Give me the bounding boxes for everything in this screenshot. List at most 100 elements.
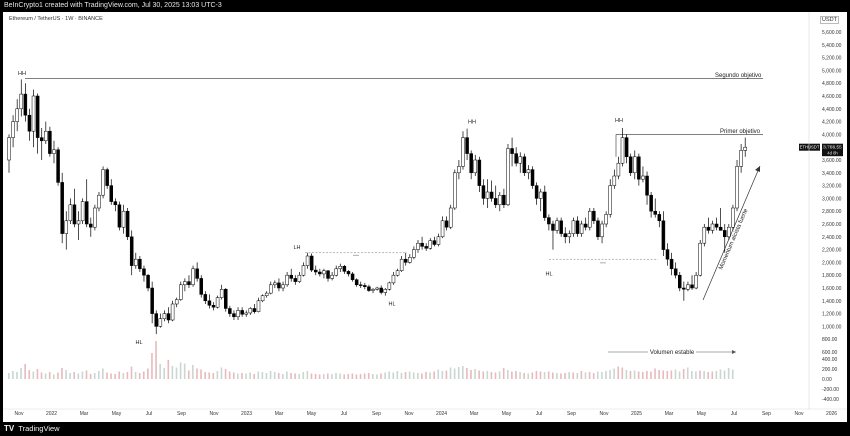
volumen-label: Volumen estable (650, 350, 695, 356)
candle-up (620, 137, 625, 164)
candle-up (134, 258, 138, 266)
volume-bar (641, 372, 644, 379)
candle-down (207, 300, 212, 306)
candle-up (375, 287, 379, 290)
candle-up (579, 223, 584, 234)
volume-bar (155, 341, 157, 379)
candle-down (596, 220, 600, 238)
candle-down (199, 278, 203, 295)
chart-panel[interactable]: Segundo objetivo Primer objetivo Momentum … (3, 12, 847, 422)
candle-down (228, 308, 232, 314)
volume-bar (662, 370, 664, 379)
volume-bar (97, 371, 100, 379)
candle-down (113, 201, 118, 206)
volume-bar (437, 369, 440, 379)
candle-up (260, 295, 265, 302)
candle-down (624, 137, 629, 158)
candle-up (121, 210, 126, 228)
volume-bar (159, 364, 161, 379)
volume-bar (625, 370, 628, 379)
candle-up (80, 201, 85, 222)
candle-down (224, 289, 228, 309)
candle-down (154, 313, 158, 327)
y-tick-label: 4,600.00 (822, 94, 842, 100)
candle-down (649, 194, 653, 212)
y-tick-label: 2,400.00 (822, 235, 842, 241)
candle-up (305, 255, 310, 266)
volume-bar (118, 371, 121, 379)
candle-up (457, 166, 461, 174)
candle-down (481, 185, 486, 199)
candle-down (105, 169, 109, 186)
volume-bar (232, 372, 235, 379)
volume-bar (441, 371, 444, 379)
volume-bar (351, 373, 354, 379)
volume-bar (261, 372, 264, 379)
volume-bar (12, 371, 14, 379)
candle-down (682, 287, 686, 290)
candle-down (39, 137, 44, 142)
candle-down (534, 185, 539, 199)
candle-up (428, 240, 433, 249)
candle-up (301, 265, 306, 276)
candle-up (101, 169, 105, 196)
volume-bar (654, 368, 656, 379)
candle-down (326, 270, 330, 279)
x-tick-label: Jul (341, 411, 347, 417)
volume-bar (57, 372, 59, 379)
volume-bar (392, 372, 395, 379)
volume-bar (539, 371, 542, 379)
momentum-arrow-head (755, 166, 760, 172)
volume-bar (102, 368, 104, 379)
candle-down (690, 284, 694, 289)
volume-bar (245, 373, 247, 379)
volume-bar (588, 372, 591, 379)
candle-up (395, 270, 400, 276)
x-tick-label: Mar (665, 411, 674, 417)
candle-down (424, 246, 428, 249)
candle-up (739, 150, 743, 167)
candle-down (723, 230, 727, 238)
volume-bar (282, 374, 284, 379)
candle-down (27, 114, 32, 132)
y-tick-label: 5,400.00 (822, 43, 842, 49)
volume-bar (81, 371, 84, 379)
y-tick-label: 2,000.00 (822, 260, 842, 266)
y-tick-label: 4,000.00 (822, 132, 842, 138)
candle-down (551, 223, 555, 231)
volume-layer (8, 341, 734, 379)
volume-bar (421, 373, 423, 379)
currency-label[interactable]: USDT (820, 16, 839, 24)
candle-down (444, 220, 449, 228)
candle-down (367, 286, 371, 291)
volume-bar (646, 371, 648, 379)
candle-down (559, 220, 563, 234)
volume-bar (241, 373, 243, 379)
candle-down (673, 268, 678, 276)
candle-down (657, 214, 662, 222)
y-tick-label: 1,200.00 (822, 312, 842, 318)
candle-down (547, 217, 551, 225)
x-tick-label: May (697, 411, 707, 417)
candle-up (498, 194, 502, 206)
volume-bar (147, 368, 149, 379)
vol-tick-label: 400.00 (822, 357, 838, 363)
volume-bar (376, 374, 378, 379)
volume-bar (686, 367, 689, 379)
volume-bar (114, 374, 116, 379)
volume-bar (535, 371, 538, 379)
candle-up (473, 159, 478, 174)
candle-up (743, 146, 747, 151)
volume-bar (192, 365, 194, 379)
candle-up (256, 300, 261, 312)
price-tag-bg (822, 143, 843, 157)
candle-up (461, 137, 465, 167)
candle-down (211, 305, 216, 308)
volume-bar (237, 373, 239, 379)
candle-up (448, 207, 453, 228)
volume-bar (470, 370, 472, 379)
candle-down (403, 258, 408, 263)
